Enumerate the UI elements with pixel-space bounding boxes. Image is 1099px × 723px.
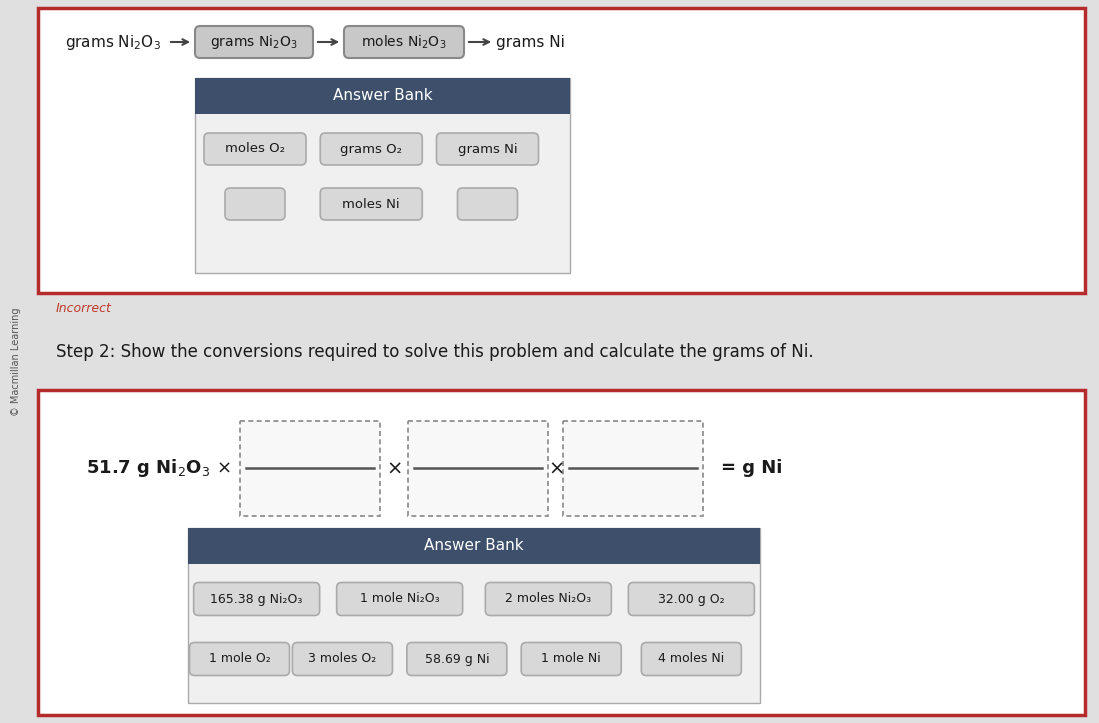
Bar <box>188 528 761 564</box>
FancyBboxPatch shape <box>521 643 621 675</box>
Text: = g Ni: = g Ni <box>721 459 782 477</box>
Text: 58.69 g Ni: 58.69 g Ni <box>424 652 489 665</box>
FancyBboxPatch shape <box>204 133 306 165</box>
FancyBboxPatch shape <box>292 643 392 675</box>
Text: grams Ni: grams Ni <box>457 142 518 155</box>
Text: 1 mole Ni: 1 mole Ni <box>542 652 601 665</box>
Text: 4 moles Ni: 4 moles Ni <box>658 652 724 665</box>
Bar <box>240 421 380 515</box>
Text: grams Ni: grams Ni <box>496 35 565 49</box>
FancyBboxPatch shape <box>407 643 507 675</box>
FancyBboxPatch shape <box>642 643 742 675</box>
Text: 51.7 g Ni$_2$O$_3$ $\times$: 51.7 g Ni$_2$O$_3$ $\times$ <box>86 457 231 479</box>
Text: 3 moles O₂: 3 moles O₂ <box>309 652 377 665</box>
Bar <box>38 8 1085 293</box>
Text: moles Ni$_2$O$_3$: moles Ni$_2$O$_3$ <box>362 33 446 51</box>
Text: 2 moles Ni₂O₃: 2 moles Ni₂O₃ <box>506 593 591 605</box>
Bar <box>563 421 703 515</box>
Text: grams Ni$_2$O$_3$: grams Ni$_2$O$_3$ <box>65 33 162 51</box>
Text: 1 mole Ni₂O₃: 1 mole Ni₂O₃ <box>359 593 440 605</box>
Text: Incorrect: Incorrect <box>56 302 112 315</box>
Text: © Macmillan Learning: © Macmillan Learning <box>11 308 21 416</box>
Bar <box>188 528 761 703</box>
Text: 32.00 g O₂: 32.00 g O₂ <box>658 593 724 605</box>
FancyBboxPatch shape <box>336 583 463 615</box>
FancyBboxPatch shape <box>195 26 313 58</box>
Bar <box>195 78 570 273</box>
FancyBboxPatch shape <box>436 133 539 165</box>
FancyBboxPatch shape <box>486 583 611 615</box>
Bar <box>408 421 548 515</box>
Text: Answer Bank: Answer Bank <box>424 539 524 554</box>
Bar <box>195 78 570 114</box>
Text: Step 2: Show the conversions required to solve this problem and calculate the gr: Step 2: Show the conversions required to… <box>56 343 813 361</box>
Text: 1 mole O₂: 1 mole O₂ <box>209 652 270 665</box>
Text: moles O₂: moles O₂ <box>225 142 285 155</box>
Text: grams Ni$_2$O$_3$: grams Ni$_2$O$_3$ <box>210 33 298 51</box>
FancyBboxPatch shape <box>344 26 464 58</box>
FancyBboxPatch shape <box>189 643 289 675</box>
Text: $\times$: $\times$ <box>547 458 564 477</box>
FancyBboxPatch shape <box>320 188 422 220</box>
FancyBboxPatch shape <box>225 188 285 220</box>
FancyBboxPatch shape <box>320 133 422 165</box>
Text: Answer Bank: Answer Bank <box>333 88 432 103</box>
FancyBboxPatch shape <box>193 583 320 615</box>
Text: grams O₂: grams O₂ <box>341 142 402 155</box>
Text: $\times$: $\times$ <box>386 458 402 477</box>
Text: moles Ni: moles Ni <box>343 197 400 210</box>
FancyBboxPatch shape <box>457 188 518 220</box>
FancyBboxPatch shape <box>629 583 754 615</box>
Bar <box>38 390 1085 715</box>
Text: 165.38 g Ni₂O₃: 165.38 g Ni₂O₃ <box>210 593 303 605</box>
